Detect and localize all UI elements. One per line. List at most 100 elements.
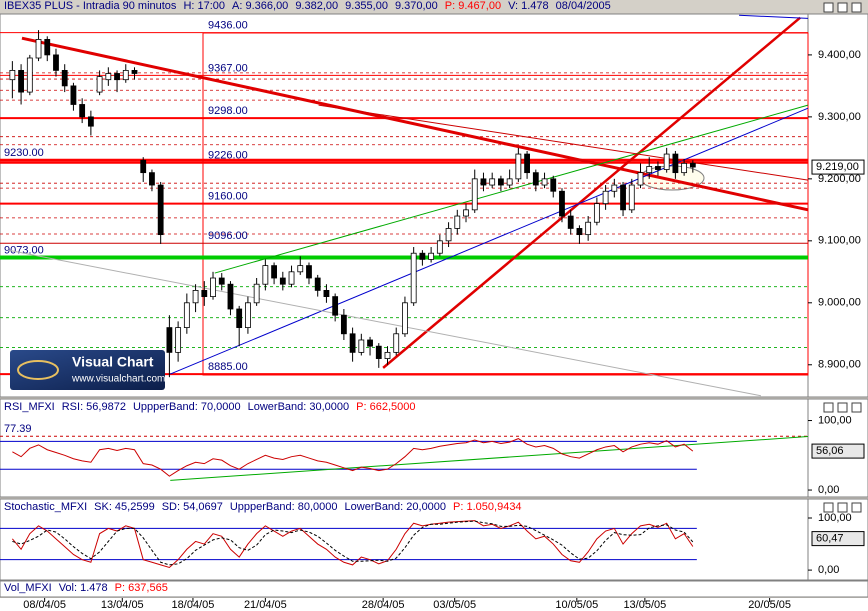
last-value-label: 9.219,00	[816, 161, 859, 173]
level-label: 9073.00	[4, 244, 44, 256]
candle-body	[18, 69, 24, 93]
candle-body	[9, 69, 16, 81]
last-value-box	[811, 531, 865, 547]
panel-buttons[interactable]	[823, 2, 862, 513]
candle-body	[672, 153, 679, 174]
candle-body	[567, 215, 574, 229]
x-tick-label: 28/04/05	[362, 599, 405, 611]
candle-body	[131, 69, 138, 74]
candle-body	[140, 159, 147, 174]
title-part: LowerBand: 30,0000	[247, 401, 350, 413]
candle-body	[35, 39, 42, 59]
y-tick-label: 9.000,00	[818, 297, 861, 309]
y-tick-label: 100,00	[818, 512, 852, 524]
candle-body	[201, 290, 208, 298]
candle-body	[253, 283, 260, 304]
watermark-box	[10, 350, 165, 390]
date-axis	[0, 598, 868, 611]
last-value-label: 56,06	[816, 445, 844, 457]
candle-body	[384, 351, 391, 359]
watermark: Visual Chart www.visualchart.com	[10, 350, 165, 390]
candle-body	[157, 184, 164, 236]
trendline	[318, 104, 809, 181]
candle-body	[288, 271, 295, 285]
trendline	[214, 104, 809, 274]
candle-body	[593, 203, 600, 223]
candle-body	[262, 265, 269, 285]
candle-body	[419, 252, 426, 260]
level-label: 9160.00	[208, 191, 248, 203]
candle-body	[306, 265, 312, 279]
candle-body	[297, 265, 304, 273]
candle-body	[175, 327, 182, 353]
candle-body	[279, 277, 286, 285]
candle-body	[471, 178, 478, 211]
title-part: 9.370,00	[394, 0, 438, 12]
header: IBEX35 PLUS - Intradia 90 minutos H: 17:0…	[4, 0, 611, 13]
button[interactable]	[823, 502, 834, 513]
x-tick-label: 10/05/05	[555, 599, 598, 611]
y-tick-label: 9.100,00	[818, 235, 861, 247]
candle-body	[218, 277, 225, 285]
title-part: UppperBand: 80,0000	[229, 501, 338, 513]
candle-body	[53, 54, 59, 71]
candle-body	[96, 76, 103, 93]
x-tick-label: 20/05/05	[748, 599, 791, 611]
candle-body	[689, 162, 696, 168]
candle-body	[410, 252, 417, 304]
candle-body	[428, 252, 435, 260]
button[interactable]	[837, 402, 848, 413]
button[interactable]	[837, 2, 848, 13]
candle-body	[559, 190, 565, 217]
candle-body	[375, 345, 382, 359]
title-part: H: 17:00	[183, 0, 226, 12]
watermark-logo	[17, 360, 59, 380]
candle-body	[655, 166, 661, 170]
level-label: 9367.00	[208, 62, 248, 74]
last-value-box	[811, 159, 865, 175]
title-part: SD: 54,0697	[161, 501, 223, 513]
stoch-title: Stochastic_MFXI SK: 45,2599 SD: 54,0697 Upp…	[4, 501, 522, 514]
candle-body	[332, 296, 339, 316]
title-part: Stochastic_MFXI	[4, 501, 88, 513]
title-part: Vol_MFXI	[4, 582, 52, 594]
button[interactable]	[851, 402, 862, 413]
series-line	[11, 520, 694, 569]
title-part: RSI_MFXI	[4, 401, 55, 413]
button[interactable]	[851, 502, 862, 513]
button[interactable]	[823, 2, 834, 13]
candle-body	[628, 184, 635, 211]
candle-body	[611, 184, 618, 192]
candle-body	[44, 39, 51, 56]
x-tick-label: 13/05/05	[623, 599, 666, 611]
x-tick-label: 18/04/05	[172, 599, 215, 611]
trendline	[7, 249, 761, 397]
marks: 9436.00 9367.00 9298.00 9226.00 9230.00 9160.…	[0, 14, 865, 611]
title-part: IBEX35 PLUS - Intradia 90 minutos	[4, 0, 177, 12]
button[interactable]	[823, 402, 834, 413]
price-axis	[807, 13, 868, 398]
candle-body	[367, 339, 373, 347]
title-part: SK: 45,2599	[94, 501, 155, 513]
candle-body	[245, 302, 251, 328]
candle-body	[480, 178, 487, 186]
candle-body	[402, 302, 408, 335]
level-label: 9436.00	[208, 19, 248, 31]
series-line	[12, 438, 694, 477]
vol-title: Vol_MFXI Vol: 1.478 P: 637,565	[4, 582, 168, 595]
button[interactable]	[851, 2, 862, 13]
trendline	[382, 16, 801, 369]
candle-body	[314, 277, 321, 291]
level-label: 9226.00	[208, 150, 248, 162]
candle-body	[663, 153, 670, 170]
button[interactable]	[837, 502, 848, 513]
title-part: V: 1.478	[508, 0, 549, 12]
candle-body	[646, 166, 653, 174]
candle-body	[602, 190, 609, 205]
candle-body	[515, 153, 522, 180]
title-part: A: 9.366,00	[232, 0, 289, 12]
series-line	[12, 520, 694, 566]
x-tick-label: 13/04/05	[101, 599, 144, 611]
